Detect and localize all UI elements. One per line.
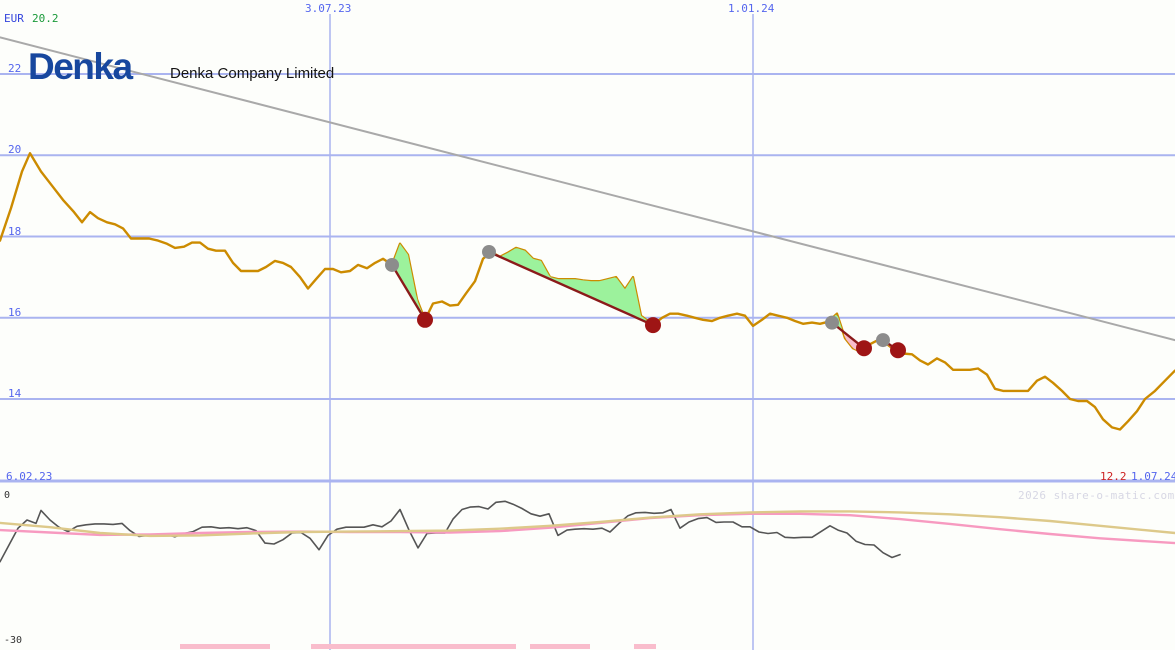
last-price-label: 20.2 — [32, 12, 59, 25]
watermark: 2026 share-o-matic.com — [1018, 489, 1175, 502]
currency-label: EUR — [4, 12, 24, 25]
trade-entry-marker-4[interactable] — [876, 333, 890, 348]
trade-connector-2 — [488, 250, 654, 327]
y-axis-tick-22: 22 — [8, 62, 22, 75]
trade-exit-marker-3[interactable] — [856, 340, 872, 357]
x-axis-end-label: 1.07.24 — [1131, 470, 1175, 483]
y-axis-tick-20: 20 — [8, 143, 22, 157]
y-axis-tick-16: 16 — [8, 305, 22, 319]
x-axis-tick-0: 3.07.23 — [305, 2, 352, 15]
trade-exit-marker-4[interactable] — [890, 342, 906, 359]
y-axis-tick-18: 18 — [8, 224, 22, 238]
indicator-bar-0 — [180, 644, 270, 649]
trend-line — [0, 36, 1175, 342]
indicator-bar-2 — [530, 644, 590, 649]
indicator-bar-1 — [311, 644, 516, 649]
trade-profit-area-1 — [392, 243, 424, 319]
x-axis-start-label: 6.02.23 — [6, 470, 53, 483]
company-name-label: Denka Company Limited — [170, 65, 335, 82]
denka-logo: Denka — [28, 46, 133, 87]
trade-entry-marker-1[interactable] — [385, 257, 399, 272]
y-axis-low-label: 12.2 — [1100, 470, 1127, 483]
trade-entry-marker-2[interactable] — [482, 244, 496, 259]
trade-entry-marker-3[interactable] — [825, 315, 839, 330]
indicator-axis-tick-0: 0 — [4, 490, 11, 501]
indicator-signal-tan-line — [0, 510, 1175, 538]
y-axis-tick-14: 14 — [8, 387, 22, 400]
indicator-signal-pink-line — [0, 512, 1175, 545]
trade-connector-1 — [390, 264, 427, 321]
indicator-axis-tick-neg30: -30 — [4, 635, 23, 646]
trade-exit-marker-1[interactable] — [417, 311, 433, 328]
x-axis-tick-1: 1.01.24 — [728, 2, 775, 15]
trade-exit-marker-2[interactable] — [645, 317, 661, 334]
indicator-bar-3 — [634, 644, 656, 649]
